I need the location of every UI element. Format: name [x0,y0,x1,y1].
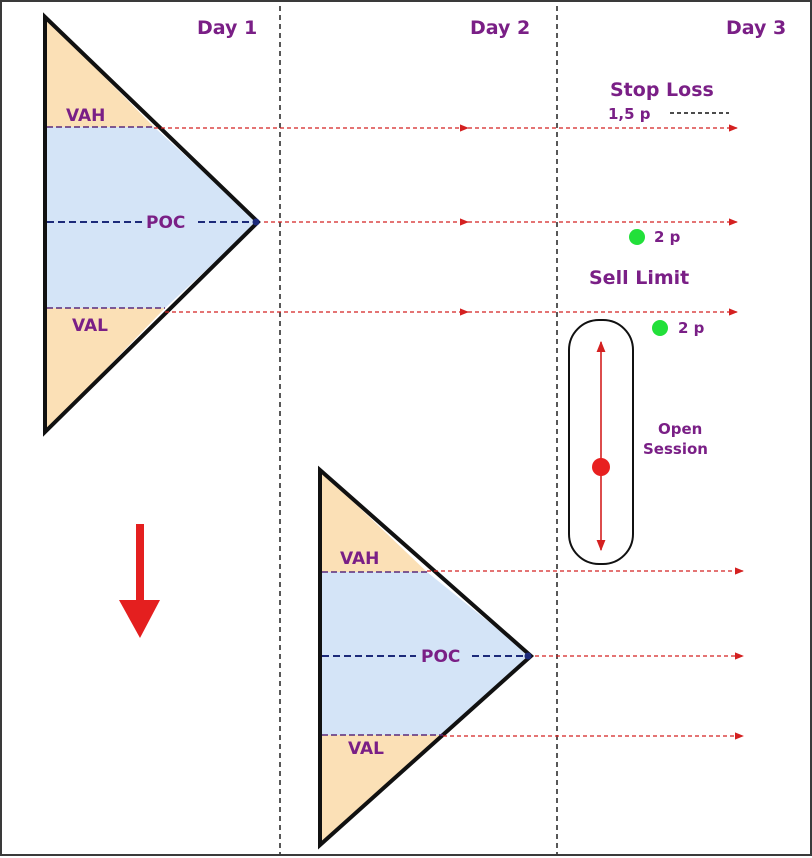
profile-1-value-area [45,127,258,308]
profile-1-poc-point [252,218,260,226]
profile-1-outline [43,12,261,437]
profile-2-poc-point [524,652,532,660]
profile-2-value-area [320,572,531,735]
profile-day-2: VAH POC VAL [318,465,535,850]
dot-icon [592,458,610,476]
profile-2-outline [318,465,535,850]
sell-limit-offset-below: 2 p [678,319,705,337]
open-session-label-line1: Open [658,420,702,438]
dot-icon [629,229,645,245]
profile-1-val-label: VAL [72,316,108,336]
profile-1-poc-label: POC [146,213,185,233]
open-session-label-line2: Session [643,440,708,458]
sell-limit-label: Sell Limit [589,267,689,289]
dot-icon [652,320,668,336]
profile-2-vah-label: VAH [340,549,379,569]
profile-2-poc-label: POC [421,647,460,667]
day-2-label: Day 2 [470,17,530,39]
stop-loss-label: Stop Loss [610,79,714,101]
open-session-capsule [568,319,634,565]
sell-limit-offset-above: 2 p [654,228,681,246]
profile-day-1: VAH POC VAL [43,12,261,437]
arrow-down-icon [119,524,160,638]
day-3-label: Day 3 [726,17,786,39]
day-1-label: Day 1 [197,17,257,39]
profile-1-vah-label: VAH [66,106,105,126]
open-session-range [568,319,634,565]
profile-2-val-label: VAL [348,739,384,759]
stop-loss-offset: 1,5 p [608,105,651,123]
